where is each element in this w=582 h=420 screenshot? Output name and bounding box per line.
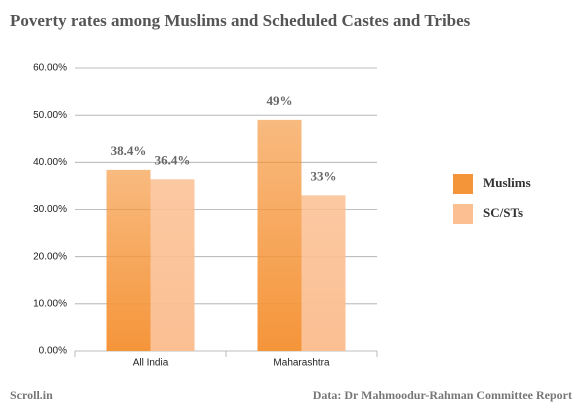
legend-swatch	[453, 204, 473, 224]
value-label: 33%	[311, 168, 337, 183]
chart-title: Poverty rates among Muslims and Schedule…	[10, 11, 471, 30]
y-tick-label: 20.00%	[33, 251, 67, 262]
value-label: 49%	[267, 93, 293, 108]
source: Data: Dr Mahmoodur-Rahman Committee Repo…	[313, 388, 572, 402]
value-label: 36.4%	[155, 152, 191, 167]
legend-label: SC/STs	[483, 205, 523, 220]
y-tick-label: 30.00%	[33, 204, 67, 215]
y-tick-label: 10.00%	[33, 298, 67, 309]
legend-label: Muslims	[483, 175, 531, 190]
credit: Scroll.in	[10, 388, 53, 402]
x-tick-label: All India	[133, 358, 169, 369]
x-tick-label: Maharashtra	[273, 358, 330, 369]
value-label: 38.4%	[111, 143, 147, 158]
bar	[257, 119, 302, 351]
y-tick-label: 60.00%	[33, 63, 67, 74]
y-tick-label: 50.00%	[33, 110, 67, 121]
bar	[106, 169, 151, 351]
y-tick-label: 0.00%	[39, 346, 67, 357]
bar	[150, 179, 195, 351]
y-tick-label: 40.00%	[33, 157, 67, 168]
legend-swatch	[453, 174, 473, 194]
bar	[301, 195, 346, 351]
